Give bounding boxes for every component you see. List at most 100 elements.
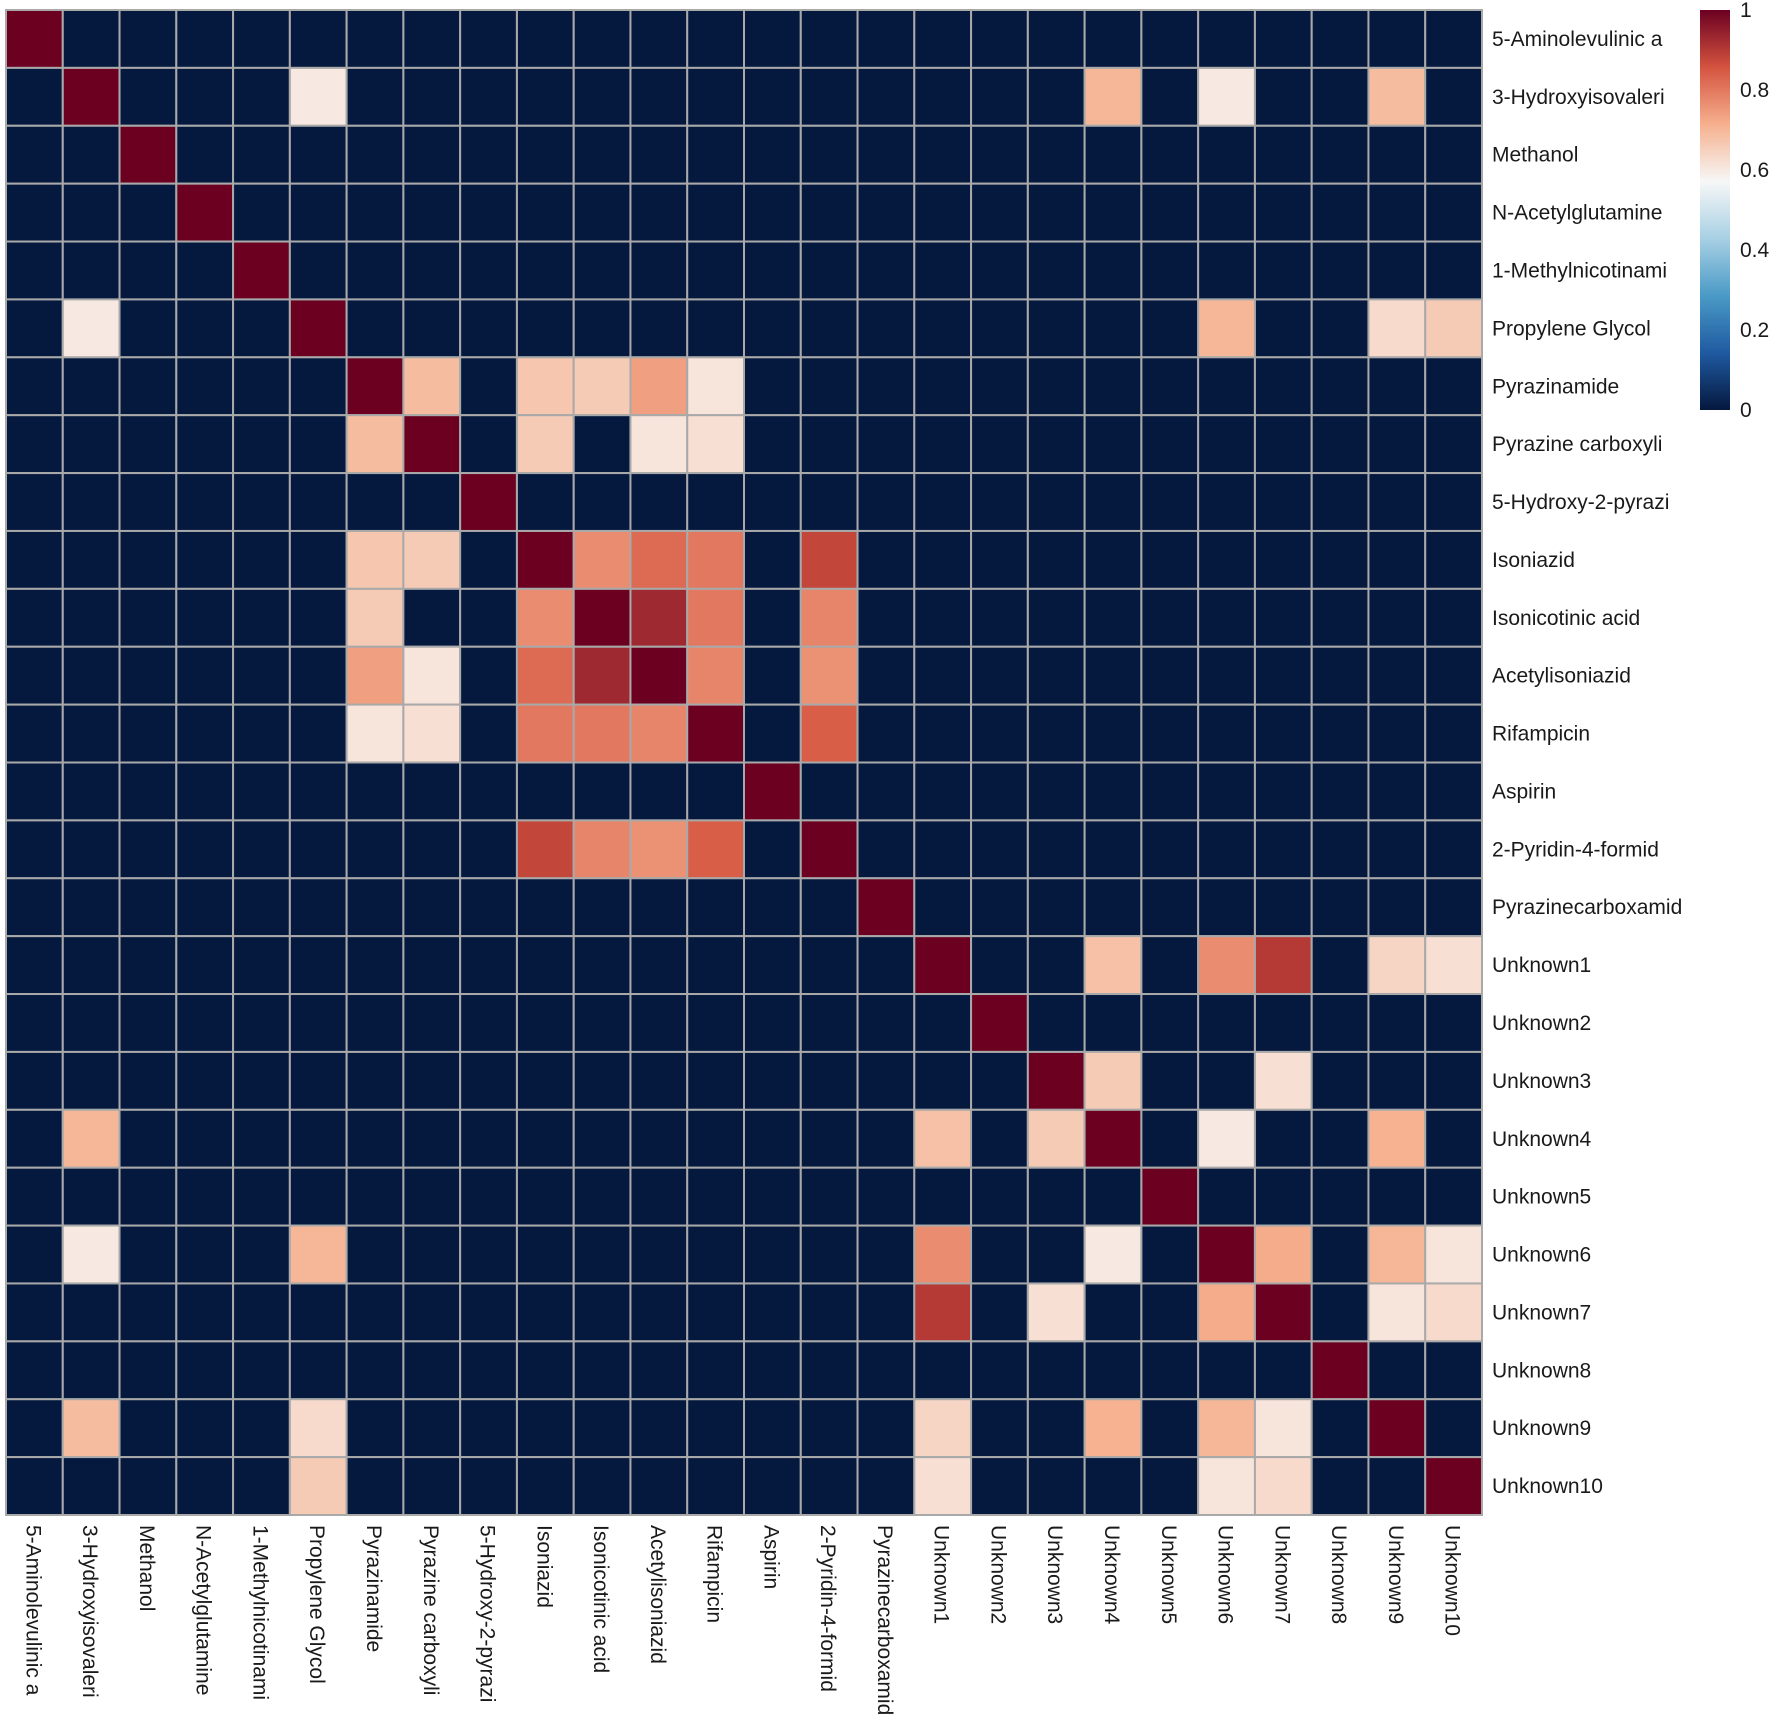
- row-label: N-Acetylglutamine: [1492, 202, 1662, 225]
- heatmap-cell: [1310, 587, 1370, 648]
- heatmap-cell: [856, 993, 916, 1053]
- heatmap-cell: [175, 819, 235, 880]
- heatmap-cell: [1367, 703, 1427, 764]
- row-label: 2-Pyridin-4-formid: [1492, 838, 1659, 861]
- heatmap-cell: [970, 1340, 1029, 1401]
- heatmap-cell: [572, 935, 632, 996]
- heatmap-cell: [118, 124, 178, 185]
- heatmap-cell: [1367, 1108, 1427, 1169]
- heatmap-cell: [288, 877, 348, 938]
- row-labels: 5-Aminolevulinic a 3-Hydroxyisovaleri Meth…: [1492, 28, 1682, 1498]
- heatmap-cell: [5, 1224, 64, 1285]
- column-label: Unknown10: [1441, 1525, 1464, 1636]
- heatmap-cell: [1083, 587, 1143, 648]
- heatmap-cell: [799, 66, 859, 127]
- heatmap-cell: [856, 66, 916, 127]
- heatmap-cell: [515, 1224, 575, 1285]
- heatmap-cell: [61, 356, 121, 417]
- heatmap-cell: [913, 935, 973, 996]
- heatmap-cell: [61, 298, 121, 359]
- heatmap-cell: [686, 761, 746, 822]
- heatmap-cell: [1026, 703, 1086, 764]
- heatmap-cell: [572, 1224, 632, 1285]
- heatmap-cell: [1424, 414, 1483, 475]
- heatmap-cell: [743, 587, 802, 648]
- heatmap-cell: [799, 1456, 859, 1516]
- heatmap-cell: [1026, 935, 1086, 996]
- heatmap-cell: [118, 1282, 178, 1343]
- heatmap-cell: [1083, 1282, 1143, 1343]
- heatmap-cell: [1424, 819, 1483, 880]
- heatmap-cell: [118, 182, 178, 243]
- column-label: Pyrazinamide: [362, 1525, 385, 1652]
- heatmap-cell: [232, 877, 291, 938]
- heatmap-cell: [572, 819, 632, 880]
- heatmap-cell: [1310, 66, 1370, 127]
- heatmap-cell: [232, 587, 291, 648]
- heatmap-cell: [1140, 1340, 1200, 1401]
- heatmap-cell: [288, 298, 348, 359]
- heatmap-cell: [1140, 1282, 1200, 1343]
- heatmap-cell: [856, 240, 916, 301]
- column-label: Unknown6: [1214, 1525, 1237, 1624]
- heatmap-cell: [1310, 298, 1370, 359]
- heatmap-cell: [970, 1456, 1029, 1516]
- heatmap-cell: [572, 414, 632, 475]
- heatmap-cell: [232, 356, 291, 417]
- heatmap-cell: [515, 66, 575, 127]
- heatmap-cell: [61, 1456, 121, 1516]
- heatmap-cell: [856, 645, 916, 706]
- row-label: Unknown3: [1492, 1070, 1591, 1093]
- heatmap-cell: [402, 298, 462, 359]
- heatmap-cell: [572, 1166, 632, 1227]
- heatmap-cell: [1083, 993, 1143, 1053]
- heatmap-cell: [1140, 703, 1200, 764]
- heatmap-cell: [118, 1166, 178, 1227]
- heatmap-cell: [1026, 877, 1086, 938]
- heatmap-cell: [1140, 645, 1200, 706]
- heatmap-cell: [799, 1340, 859, 1401]
- heatmap-cell: [1083, 1166, 1143, 1227]
- heatmap-cell: [1424, 182, 1483, 243]
- heatmap-cell: [1140, 1224, 1200, 1285]
- row-label: Isonicotinic acid: [1492, 607, 1640, 630]
- heatmap-cell: [1424, 935, 1483, 996]
- heatmap-cell: [1253, 877, 1313, 938]
- heatmap-cell: [743, 877, 802, 938]
- heatmap-cell: [61, 240, 121, 301]
- heatmap-cell: [515, 645, 575, 706]
- heatmap-cell: [913, 703, 973, 764]
- heatmap-cell: [686, 703, 746, 764]
- heatmap-cell: [118, 1108, 178, 1169]
- heatmap-cell: [459, 124, 518, 185]
- heatmap-cell: [1310, 645, 1370, 706]
- heatmap-cell: [5, 819, 64, 880]
- heatmap-cell: [1253, 703, 1313, 764]
- heatmap-cell: [61, 1108, 121, 1169]
- heatmap-cell: [572, 9, 632, 69]
- heatmap-cell: [1197, 356, 1256, 417]
- heatmap-cell: [232, 993, 291, 1053]
- column-label: Unknown7: [1270, 1525, 1293, 1624]
- heatmap-cell: [1197, 124, 1256, 185]
- heatmap-cell: [402, 9, 462, 69]
- heatmap-cell: [345, 1456, 405, 1516]
- heatmap-cell: [743, 993, 802, 1053]
- heatmap-cell: [459, 1166, 518, 1227]
- heatmap-cell: [799, 298, 859, 359]
- heatmap-cell: [288, 1224, 348, 1285]
- heatmap-cell: [61, 472, 121, 532]
- heatmap-cell: [799, 877, 859, 938]
- heatmap-cell: [5, 298, 64, 359]
- heatmap-cell: [799, 1282, 859, 1343]
- heatmap-cell: [402, 587, 462, 648]
- heatmap-cell: [799, 240, 859, 301]
- heatmap-cell: [175, 356, 235, 417]
- heatmap-cell: [629, 761, 689, 822]
- heatmap-cell: [1253, 124, 1313, 185]
- heatmap-cell: [1253, 66, 1313, 127]
- heatmap-cell: [345, 529, 405, 590]
- heatmap-cell: [743, 414, 802, 475]
- heatmap-cell: [1253, 587, 1313, 648]
- heatmap-cell: [232, 124, 291, 185]
